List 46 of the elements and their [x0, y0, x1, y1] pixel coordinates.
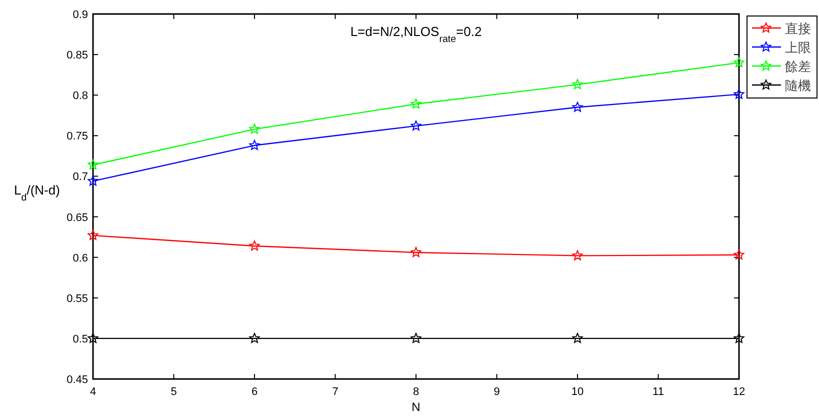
x-tick-label: 4 [90, 386, 96, 398]
point [572, 102, 583, 112]
point [249, 332, 260, 343]
point [88, 332, 98, 343]
y-tick-label: 0.8 [72, 90, 88, 102]
point [410, 120, 422, 130]
legend-label: 隨機 [785, 79, 811, 94]
point [410, 246, 422, 258]
y-tick-label: 0.9 [72, 9, 88, 21]
point [734, 88, 744, 99]
y-axis-title: L$_{d}$/(N-d) [14, 182, 60, 203]
point [734, 249, 744, 260]
x-tick-label: 5 [170, 386, 177, 398]
x-tick-label: 7 [332, 386, 338, 398]
y-tick-label: 0.85 [66, 50, 88, 62]
y-tick-label: 0.6 [72, 252, 88, 264]
legend-label: 餘差 [785, 60, 811, 75]
point [734, 332, 744, 343]
point [249, 124, 260, 134]
y-tick-label: 0.75 [66, 130, 88, 143]
point [249, 240, 260, 251]
y-tick-label: 0.7 [72, 171, 88, 184]
legend-label: 直接 [785, 22, 811, 37]
x-tick-label: 12 [732, 386, 746, 398]
y-tick-label: 0.45 [66, 374, 88, 386]
point [734, 57, 744, 68]
point [88, 230, 98, 240]
y-tick-label: 0.5 [72, 333, 88, 346]
point [410, 98, 422, 109]
x-axis-title: N [412, 400, 420, 414]
point [572, 79, 583, 90]
x-tick-label: 10 [571, 386, 584, 398]
legend-label: 上限 [785, 41, 811, 56]
x-tick-label: 11 [652, 386, 664, 398]
y-tick-label: 0.65 [66, 212, 88, 224]
x-tick-label: 8 [412, 386, 420, 398]
point [88, 159, 98, 170]
text: L=d=N/2,NLOS$_{rate}$=0.2 [350, 24, 482, 44]
y-tick-label: 0.55 [66, 292, 88, 305]
x-tick-label: 9 [494, 386, 500, 398]
x-tick-label: 6 [251, 386, 258, 398]
point [249, 140, 260, 150]
point [410, 332, 422, 343]
point [572, 250, 583, 260]
point [88, 176, 98, 186]
point [572, 332, 583, 343]
